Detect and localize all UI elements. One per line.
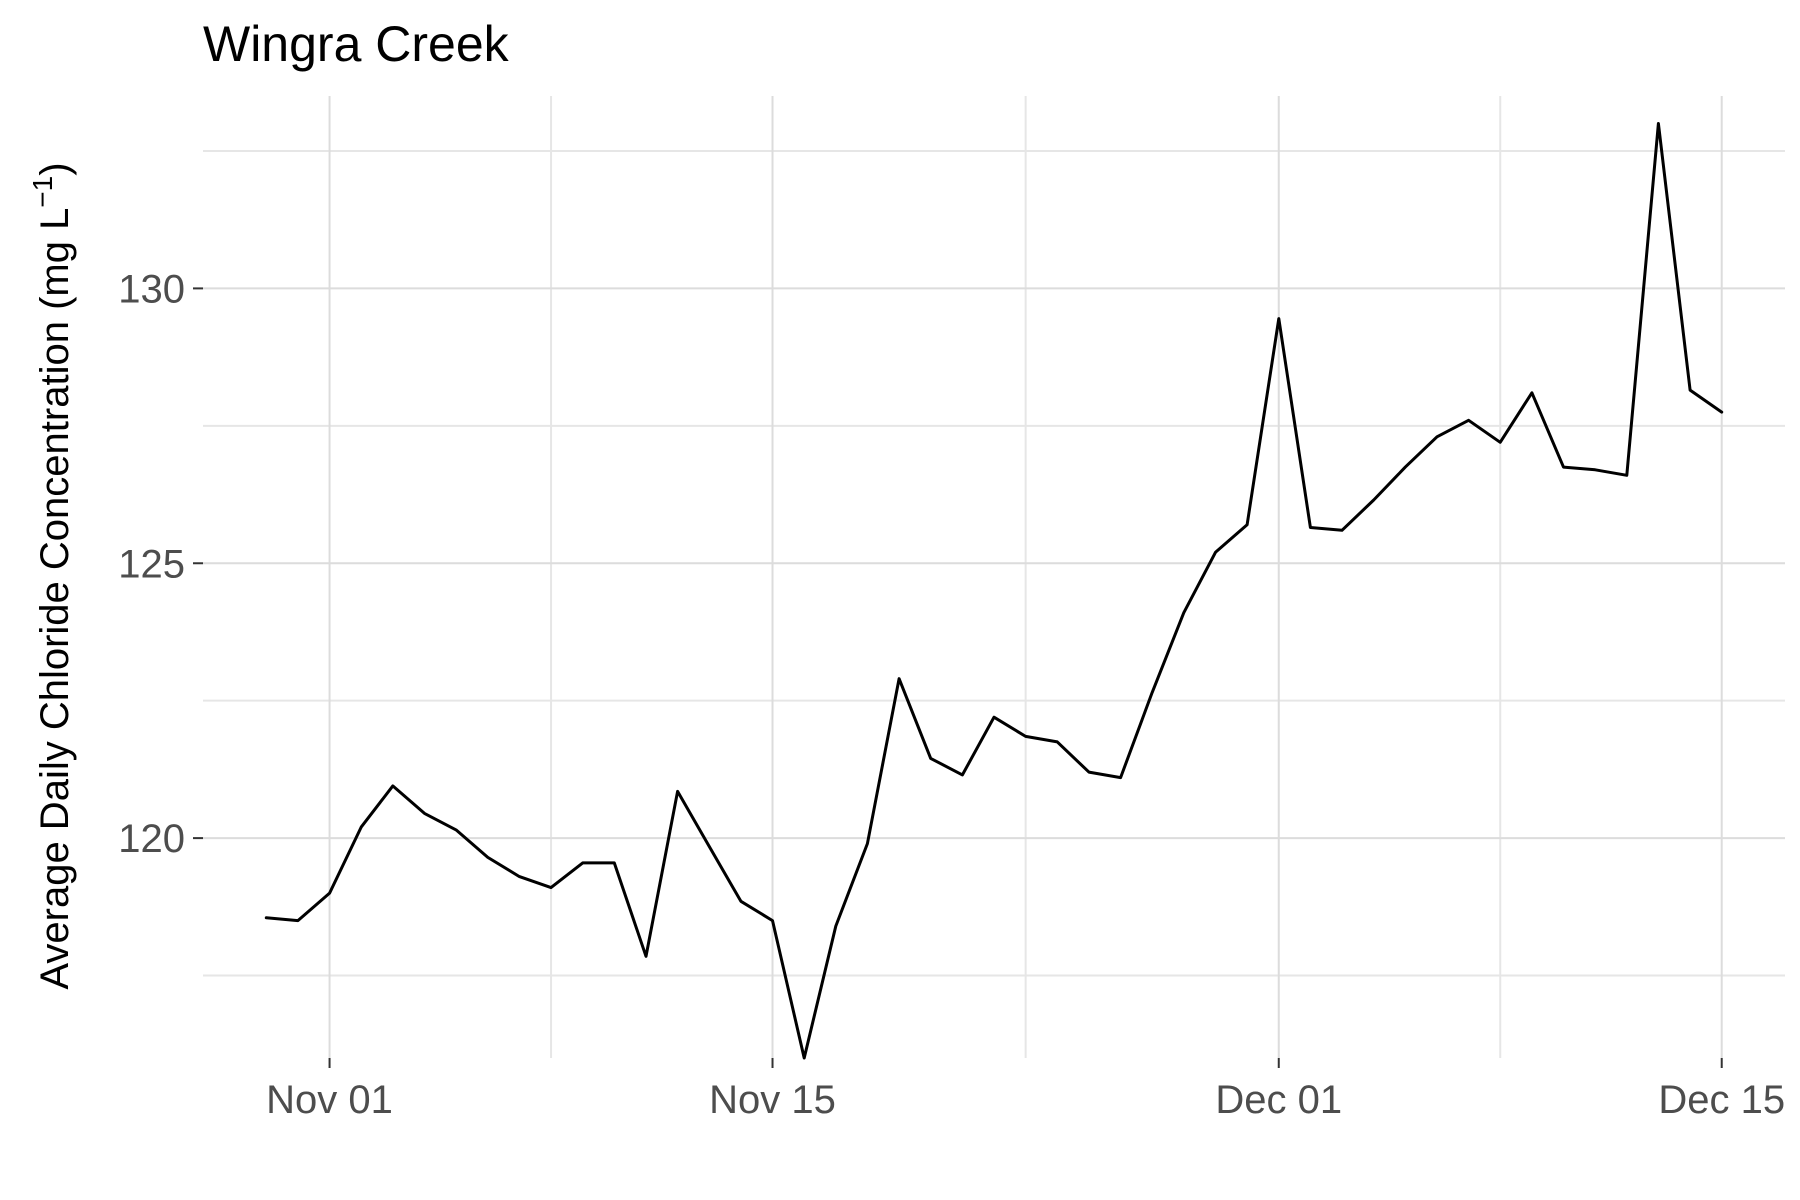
x-tick-label: Dec 01 [1215, 1078, 1342, 1122]
x-tick-label: Nov 01 [266, 1078, 393, 1122]
y-axis-title: Average Daily Chloride Concentration (mg… [27, 162, 77, 989]
y-tick-label: 130 [118, 267, 185, 311]
x-tick-label: Dec 15 [1658, 1078, 1785, 1122]
series [264, 122, 1724, 1060]
y-axis-title-text: Average Daily Chloride Concentration (mg… [33, 208, 77, 990]
grid [203, 96, 1785, 1058]
y-tick-label: 125 [118, 542, 185, 586]
y-axis-title-close: ) [33, 162, 77, 175]
y-axis-tick-labels: 120 125 130 [118, 267, 185, 861]
x-tick-label: Nov 15 [709, 1078, 836, 1122]
y-tick-label: 120 [118, 817, 185, 861]
chart-title: Wingra Creek [203, 16, 510, 72]
series-line [264, 122, 1724, 1060]
x-axis-tick-labels: Nov 01 Nov 15 Dec 01 Dec 15 [266, 1078, 1785, 1122]
tick-marks [193, 287, 1723, 1068]
y-axis-title-superscript: −1 [27, 176, 58, 208]
